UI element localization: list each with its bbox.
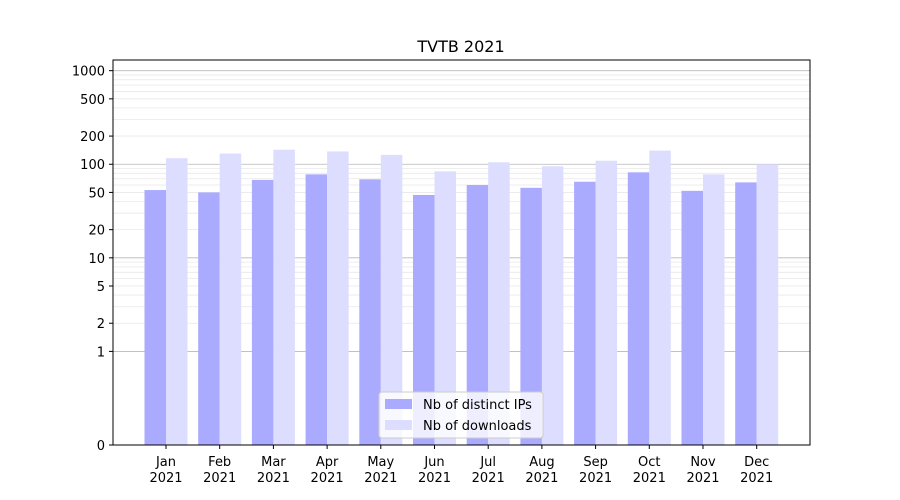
bar-downloads (703, 174, 725, 445)
legend: Nb of distinct IPs Nb of downloads (378, 391, 544, 439)
bar-downloads (541, 166, 564, 445)
y-tick-label: 50 (88, 186, 105, 201)
bar-downloads (756, 164, 779, 445)
y-tick-label: 100 (80, 158, 105, 173)
x-tick-label: Aug 2021 (525, 455, 558, 486)
bar-downloads (434, 171, 456, 445)
x-tick-label: Oct 2021 (633, 455, 666, 486)
x-tick-label: Jan 2021 (149, 455, 182, 486)
y-tick-label: 500 (80, 93, 105, 108)
y-tick-label: 10 (88, 252, 105, 267)
bar-distinct-ips (359, 179, 381, 445)
bar-downloads (488, 162, 510, 446)
x-tick-label: Sep 2021 (579, 455, 612, 486)
bar-distinct-ips (520, 187, 542, 445)
bar-distinct-ips (466, 185, 489, 445)
x-tick-label: Feb 2021 (203, 455, 236, 486)
y-tick-label: 20 (88, 224, 105, 239)
x-tick-label: Dec 2021 (740, 455, 773, 486)
bar-downloads (219, 153, 242, 446)
legend-label: Nb of downloads (423, 419, 532, 434)
bar-distinct-ips (735, 182, 757, 445)
bar-downloads (166, 158, 188, 446)
bar-downloads (649, 150, 671, 445)
legend-label: Nb of distinct IPs (423, 398, 532, 413)
bar-distinct-ips (251, 179, 274, 445)
x-tick-label: Mar 2021 (257, 455, 290, 486)
bars (144, 149, 779, 446)
x-axis: Jan 2021 Feb 2021 Mar 2021 Apr 2021 May 2021 Jun 20… (149, 445, 773, 486)
x-tick-label: Apr 2021 (311, 455, 344, 486)
y-tick-label: 0 (97, 439, 105, 454)
bar-distinct-ips (198, 192, 220, 445)
y-tick-label: 2 (97, 317, 105, 332)
legend-box (378, 391, 544, 439)
y-tick-label: 1000 (72, 65, 105, 80)
x-tick-label: Nov 2021 (686, 455, 719, 486)
y-tick-label: 1 (97, 345, 105, 360)
bar-distinct-ips (627, 172, 650, 446)
bar-downloads (327, 151, 349, 446)
legend-swatch (385, 399, 412, 409)
x-tick-label: May 2021 (364, 455, 397, 486)
y-axis: 0 1 2 5 10 20 50 100 200 500 1000 (72, 65, 113, 454)
bar-distinct-ips (574, 181, 596, 446)
legend-swatch (385, 420, 412, 430)
bar-downloads (273, 149, 295, 445)
bar-distinct-ips (681, 190, 703, 445)
y-tick-label: 5 (97, 280, 105, 295)
x-tick-label: Jul 2021 (472, 455, 505, 486)
plot-frame (112, 59, 811, 446)
x-tick-label: Jun 2021 (418, 455, 451, 486)
y-tick-label: 200 (80, 130, 105, 145)
bar-distinct-ips (144, 190, 166, 445)
bar-distinct-ips (305, 174, 328, 445)
bar-downloads (595, 160, 618, 446)
chart-title: TVTB 2021 (416, 37, 504, 56)
bar-downloads (380, 154, 403, 445)
bar-distinct-ips (413, 194, 435, 445)
